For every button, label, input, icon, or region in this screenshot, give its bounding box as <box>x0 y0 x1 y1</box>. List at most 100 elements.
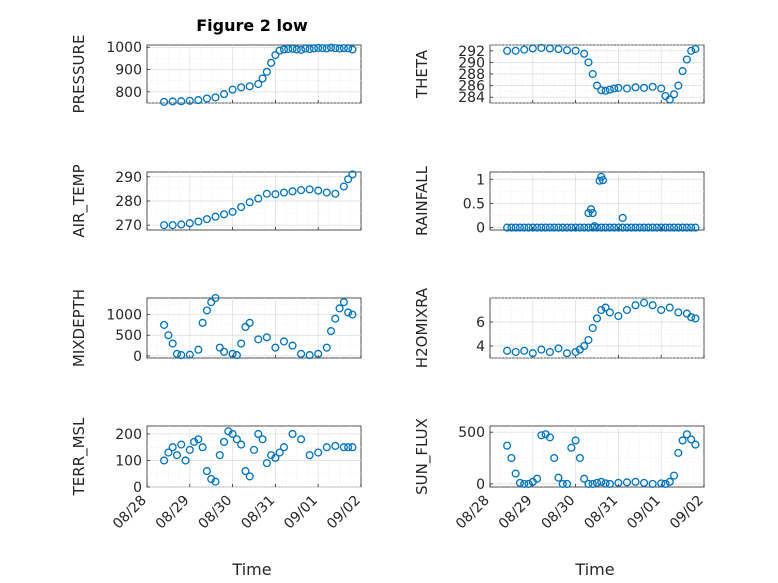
data-point-rainfall <box>550 223 559 232</box>
data-point-terr_msl <box>228 429 237 439</box>
data-point-air_temp <box>202 215 211 224</box>
data-point-terr_msl <box>224 427 233 436</box>
data-point-rainfall <box>537 223 546 232</box>
y-tick-label: 500 <box>115 328 142 344</box>
y-axis-label-terr_msl: TERR_MSL <box>70 417 89 496</box>
data-point-h2omixra <box>588 323 597 333</box>
data-point-theta <box>687 46 696 55</box>
data-point-rainfall <box>652 223 661 232</box>
data-point-terr_msl <box>198 443 207 452</box>
data-point-rainfall <box>674 223 683 232</box>
data-point-sun_flux <box>631 477 640 486</box>
data-point-pressure <box>331 44 340 53</box>
data-point-mixdepth <box>207 298 216 307</box>
data-point-terr_msl <box>215 451 224 460</box>
data-point-h2omixra <box>520 346 529 355</box>
data-point-rainfall <box>622 223 632 232</box>
data-point-air_temp <box>322 188 331 197</box>
data-point-air_temp <box>288 187 297 196</box>
chart-sun_flux: 0 500 08/28 08/29 08/30 08/31 09/01 09/02 SUN_FL… <box>413 418 707 532</box>
data-point-pressure <box>284 44 293 54</box>
y-tick-label: 288 <box>458 67 485 83</box>
y-tick-label: 290 <box>458 55 485 71</box>
data-point-mixdepth <box>326 327 336 336</box>
y-tick-label: 200 <box>115 427 142 443</box>
data-point-terr_msl <box>344 443 353 452</box>
data-point-mixdepth <box>164 331 173 340</box>
data-point-sun_flux <box>575 454 584 463</box>
data-point-rainfall <box>691 223 700 232</box>
data-point-air_temp <box>314 186 323 195</box>
y-axis-label-theta: THETA <box>413 49 431 99</box>
data-point-mixdepth <box>168 339 177 348</box>
data-point-rainfall <box>627 223 636 232</box>
data-point-theta <box>640 83 649 92</box>
data-point-h2omixra <box>605 308 614 317</box>
data-point-theta <box>665 95 674 104</box>
data-point-air_temp <box>305 185 314 194</box>
data-point-theta <box>511 46 520 55</box>
data-point-terr_msl <box>185 445 194 454</box>
data-point-sun_flux <box>605 479 614 488</box>
data-point-rainfall <box>618 213 627 222</box>
data-point-theta <box>580 49 589 58</box>
data-point-mixdepth <box>322 343 331 352</box>
data-point-air_temp <box>254 194 263 203</box>
data-point-sun_flux <box>601 479 610 488</box>
data-point-mixdepth <box>305 351 314 360</box>
data-point-sun_flux <box>524 479 533 488</box>
data-point-sun_flux <box>550 454 559 463</box>
data-point-pressure <box>344 44 353 53</box>
data-point-h2omixra <box>554 344 563 353</box>
data-point-mixdepth <box>232 351 241 360</box>
data-point-rainfall <box>682 223 691 232</box>
data-point-mixdepth <box>237 339 246 348</box>
data-point-theta <box>669 90 679 99</box>
data-point-mixdepth <box>160 320 169 329</box>
data-point-pressure <box>275 46 284 55</box>
data-point-h2omixra <box>601 303 610 312</box>
data-point-sun_flux <box>648 479 657 488</box>
data-point-mixdepth <box>344 308 353 317</box>
y-axis-label-h2omixra: H2OMIXRA <box>413 287 431 368</box>
x-axis-label-left: Time <box>231 560 271 579</box>
y-tick-label: 292 <box>458 44 485 60</box>
data-point-pressure <box>314 43 323 52</box>
data-point-sun_flux <box>614 478 623 487</box>
data-point-pressure <box>245 82 254 91</box>
y-tick-label: 1000 <box>106 308 142 324</box>
data-point-rainfall <box>528 223 537 232</box>
data-point-mixdepth <box>254 335 263 344</box>
data-point-rainfall <box>507 223 516 232</box>
data-point-sun_flux <box>592 478 602 487</box>
data-point-pressure <box>279 45 289 54</box>
data-point-terr_msl <box>331 441 340 450</box>
data-point-rainfall <box>665 223 674 232</box>
data-point-terr_msl <box>262 459 271 468</box>
data-point-pressure <box>267 58 276 67</box>
data-point-rainfall <box>511 223 520 232</box>
x-tick-label: 09/02 <box>324 493 364 533</box>
x-tick-label: 08/30 <box>196 493 236 533</box>
data-point-rainfall <box>575 223 584 232</box>
data-point-rainfall <box>515 223 525 232</box>
data-point-terr_msl <box>177 440 186 449</box>
data-point-terr_msl <box>279 443 289 452</box>
y-axis-label-air_temp: AIR_TEMP <box>70 164 89 237</box>
data-point-h2omixra <box>545 347 554 357</box>
data-point-rainfall <box>657 223 666 232</box>
y-tick-label: 900 <box>115 63 142 79</box>
data-point-rainfall <box>558 223 567 232</box>
data-point-mixdepth <box>185 350 194 359</box>
data-point-theta <box>648 82 657 91</box>
data-point-air_temp <box>245 198 254 207</box>
data-point-terr_msl <box>168 443 177 452</box>
data-point-pressure <box>309 44 318 53</box>
data-point-theta <box>678 67 687 76</box>
data-point-theta <box>520 45 529 54</box>
data-point-mixdepth <box>331 314 340 323</box>
data-point-pressure <box>297 45 306 54</box>
y-tick-label: 290 <box>115 170 142 186</box>
data-point-pressure <box>168 97 177 106</box>
